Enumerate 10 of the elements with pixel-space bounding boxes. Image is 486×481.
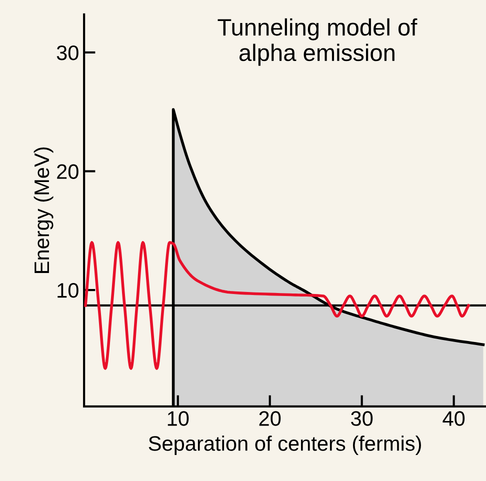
x-tick-label: 30	[351, 411, 373, 426]
y-tick-label: 30	[56, 45, 78, 60]
x-axis-title: Separation of centers (fermis)	[148, 436, 421, 456]
y-tick-label: 20	[57, 164, 78, 179]
text: Tunneling model of alpha emission	[218, 18, 418, 66]
y-axis-title: Energy (MeV)	[34, 147, 54, 273]
x-tick-label: 40	[442, 411, 465, 426]
x-tick-label: 10	[168, 411, 189, 426]
x-tick-label: 20	[259, 411, 281, 426]
y-tick-label: 10	[58, 283, 78, 298]
